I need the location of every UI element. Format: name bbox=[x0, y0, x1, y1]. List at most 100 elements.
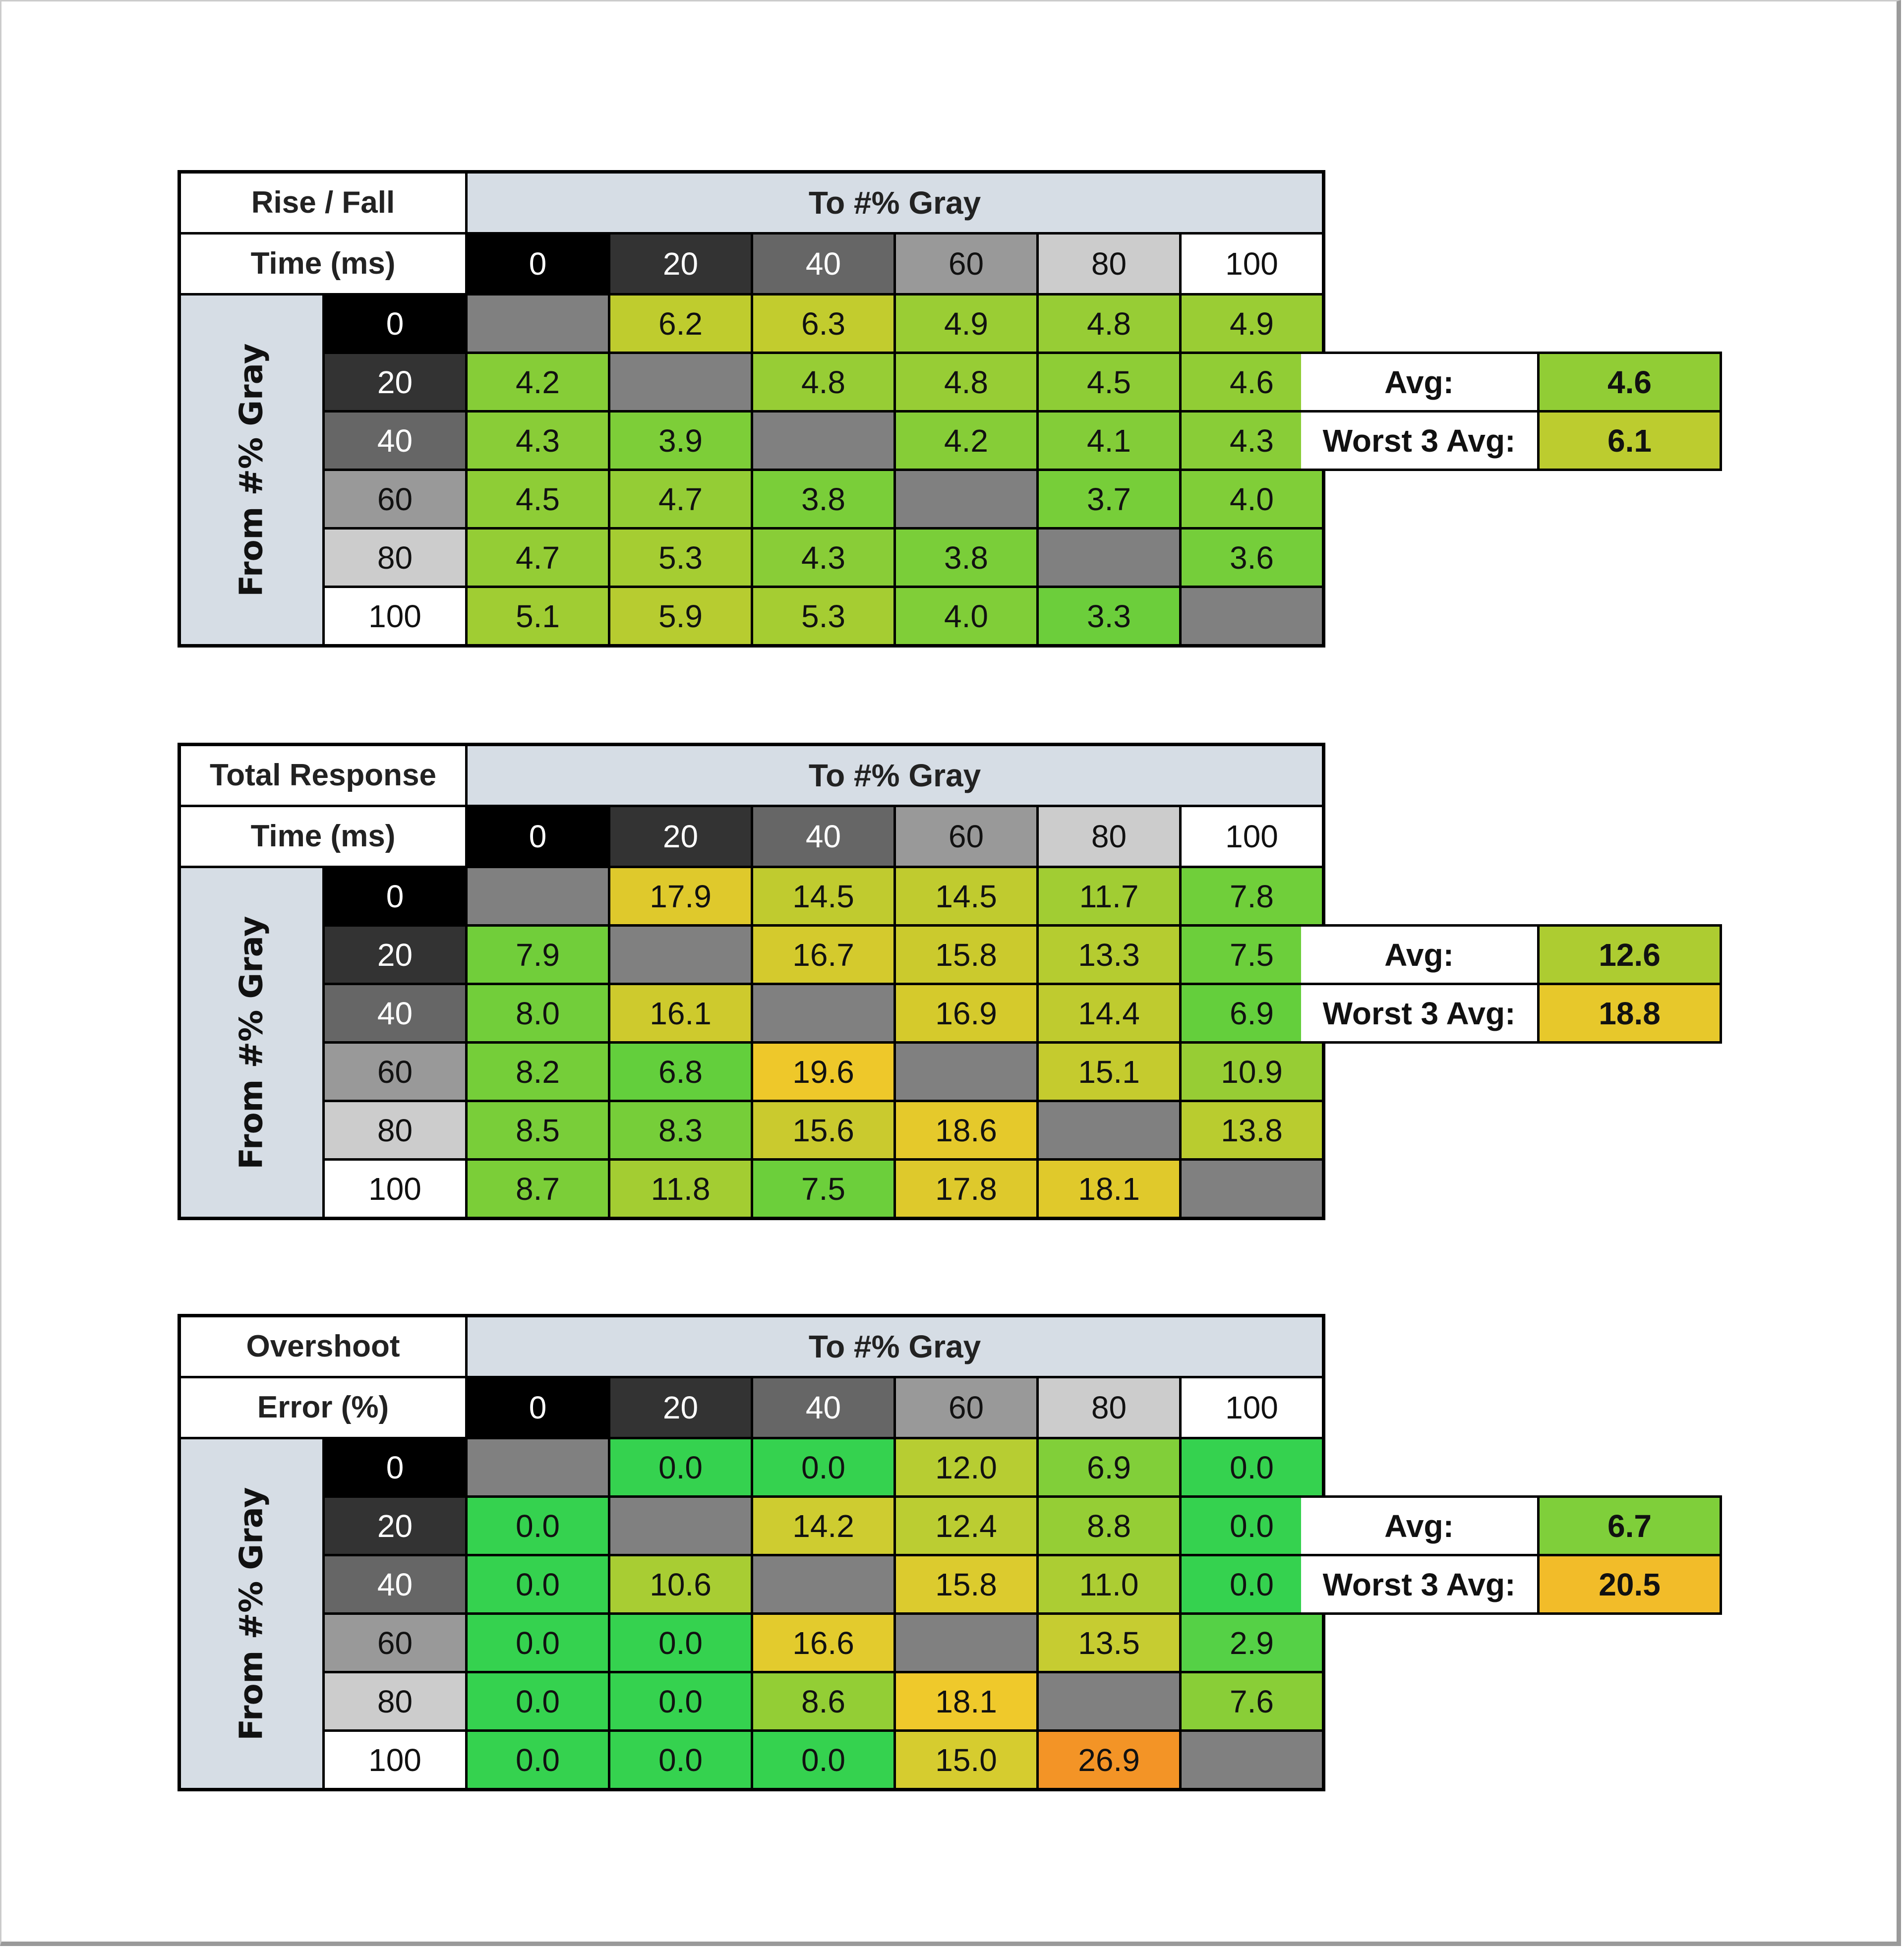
column-header: 20 bbox=[610, 807, 751, 866]
data-cell: 7.6 bbox=[1182, 1673, 1322, 1729]
data-cell: 4.9 bbox=[896, 295, 1036, 352]
average-summary: Avg: 6.7 Worst 3 Avg: 20.5 bbox=[1301, 1495, 1722, 1615]
row-header: 100 bbox=[325, 588, 465, 644]
row-header: 60 bbox=[325, 471, 465, 527]
data-cell: 26.9 bbox=[1039, 1732, 1179, 1788]
data-cell: 0.0 bbox=[1182, 1556, 1322, 1612]
avg-label: Avg: bbox=[1301, 927, 1537, 983]
data-cell: 6.3 bbox=[753, 295, 893, 352]
from-gray-header-wrap: From #% Gray bbox=[181, 1439, 322, 1788]
data-cell: 0.0 bbox=[468, 1498, 608, 1554]
heatmap-table-1: Total Response Time (ms) To #% Gray 0 20 40 60… bbox=[178, 743, 1722, 1220]
data-cell: 16.9 bbox=[896, 985, 1036, 1041]
data-cell: 4.5 bbox=[1039, 354, 1179, 410]
heatmap-grid: Rise / Fall Time (ms) To #% Gray 0 20 40 60 80 1… bbox=[178, 170, 1325, 648]
data-cell: 7.8 bbox=[1182, 868, 1322, 924]
empty-cell bbox=[896, 1615, 1036, 1671]
row-header: 80 bbox=[325, 530, 465, 586]
average-summary: Avg: 12.6 Worst 3 Avg: 18.8 bbox=[1301, 924, 1722, 1044]
average-summary: Avg: 4.6 Worst 3 Avg: 6.1 bbox=[1301, 352, 1722, 471]
empty-cell bbox=[753, 1556, 893, 1612]
row-header: 80 bbox=[325, 1673, 465, 1729]
data-cell: 7.5 bbox=[753, 1161, 893, 1217]
to-gray-header: To #% Gray bbox=[468, 1317, 1322, 1376]
data-cell: 3.6 bbox=[1182, 530, 1322, 586]
empty-cell bbox=[1039, 1673, 1179, 1729]
data-cell: 4.1 bbox=[1039, 413, 1179, 469]
data-cell: 8.7 bbox=[468, 1161, 608, 1217]
column-header: 0 bbox=[468, 235, 608, 293]
empty-cell bbox=[610, 927, 751, 983]
worst3-avg-label: Worst 3 Avg: bbox=[1301, 1556, 1537, 1612]
data-cell: 3.3 bbox=[1039, 588, 1179, 644]
from-gray-header: From #% Gray bbox=[233, 915, 270, 1170]
column-header: 0 bbox=[468, 807, 608, 866]
empty-cell bbox=[896, 1044, 1036, 1100]
worst3-avg-label: Worst 3 Avg: bbox=[1301, 985, 1537, 1041]
from-gray-header-wrap: From #% Gray bbox=[181, 295, 322, 644]
data-cell: 0.0 bbox=[468, 1732, 608, 1788]
data-cell: 0.0 bbox=[468, 1673, 608, 1729]
data-cell: 8.5 bbox=[468, 1102, 608, 1158]
data-cell: 4.7 bbox=[468, 530, 608, 586]
worst3-avg-value: 20.5 bbox=[1540, 1556, 1720, 1612]
avg-value: 6.7 bbox=[1540, 1498, 1720, 1554]
row-header: 20 bbox=[325, 927, 465, 983]
worst3-avg-label: Worst 3 Avg: bbox=[1301, 413, 1537, 469]
data-cell: 0.0 bbox=[610, 1732, 751, 1788]
empty-cell bbox=[1182, 1161, 1322, 1217]
empty-cell bbox=[1039, 530, 1179, 586]
data-cell: 6.9 bbox=[1039, 1439, 1179, 1495]
column-header: 80 bbox=[1039, 807, 1179, 866]
row-header: 20 bbox=[325, 354, 465, 410]
avg-value: 12.6 bbox=[1540, 927, 1720, 983]
data-cell: 15.1 bbox=[1039, 1044, 1179, 1100]
data-cell: 4.7 bbox=[610, 471, 751, 527]
column-header: 40 bbox=[753, 235, 893, 293]
column-header: 60 bbox=[896, 807, 1036, 866]
data-cell: 11.7 bbox=[1039, 868, 1179, 924]
column-header: 100 bbox=[1182, 807, 1322, 866]
data-cell: 17.8 bbox=[896, 1161, 1036, 1217]
data-cell: 13.5 bbox=[1039, 1615, 1179, 1671]
row-header: 0 bbox=[325, 868, 465, 924]
data-cell: 18.1 bbox=[896, 1673, 1036, 1729]
data-cell: 16.7 bbox=[753, 927, 893, 983]
empty-cell bbox=[610, 354, 751, 410]
data-cell: 4.3 bbox=[753, 530, 893, 586]
data-cell: 4.6 bbox=[1182, 354, 1322, 410]
empty-cell bbox=[468, 295, 608, 352]
row-header: 40 bbox=[325, 1556, 465, 1612]
empty-cell bbox=[1182, 1732, 1322, 1788]
data-cell: 15.8 bbox=[896, 1556, 1036, 1612]
from-gray-header: From #% Gray bbox=[233, 1486, 270, 1741]
column-header: 60 bbox=[896, 1378, 1036, 1437]
column-header: 20 bbox=[610, 235, 751, 293]
worst3-avg-value: 6.1 bbox=[1540, 413, 1720, 469]
table-title-line1: Total Response bbox=[181, 746, 465, 805]
data-cell: 0.0 bbox=[468, 1556, 608, 1612]
empty-cell bbox=[753, 985, 893, 1041]
heatmap-table-2: Overshoot Error (%) To #% Gray 0 20 40 60 80 100… bbox=[178, 1314, 1722, 1791]
data-cell: 14.5 bbox=[896, 868, 1036, 924]
column-header: 80 bbox=[1039, 235, 1179, 293]
data-cell: 0.0 bbox=[753, 1439, 893, 1495]
data-cell: 5.3 bbox=[610, 530, 751, 586]
empty-cell bbox=[896, 471, 1036, 527]
row-header: 60 bbox=[325, 1615, 465, 1671]
column-header: 20 bbox=[610, 1378, 751, 1437]
heatmap-grid: Overshoot Error (%) To #% Gray 0 20 40 60 80 100… bbox=[178, 1314, 1325, 1791]
worst3-avg-value: 18.8 bbox=[1540, 985, 1720, 1041]
data-cell: 4.8 bbox=[896, 354, 1036, 410]
data-cell: 3.7 bbox=[1039, 471, 1179, 527]
data-cell: 8.0 bbox=[468, 985, 608, 1041]
data-cell: 7.9 bbox=[468, 927, 608, 983]
data-cell: 3.8 bbox=[896, 530, 1036, 586]
row-header: 0 bbox=[325, 1439, 465, 1495]
heatmap-grid: Total Response Time (ms) To #% Gray 0 20 40 60… bbox=[178, 743, 1325, 1220]
data-cell: 10.9 bbox=[1182, 1044, 1322, 1100]
data-cell: 4.3 bbox=[1182, 413, 1322, 469]
row-header: 80 bbox=[325, 1102, 465, 1158]
column-header: 100 bbox=[1182, 1378, 1322, 1437]
